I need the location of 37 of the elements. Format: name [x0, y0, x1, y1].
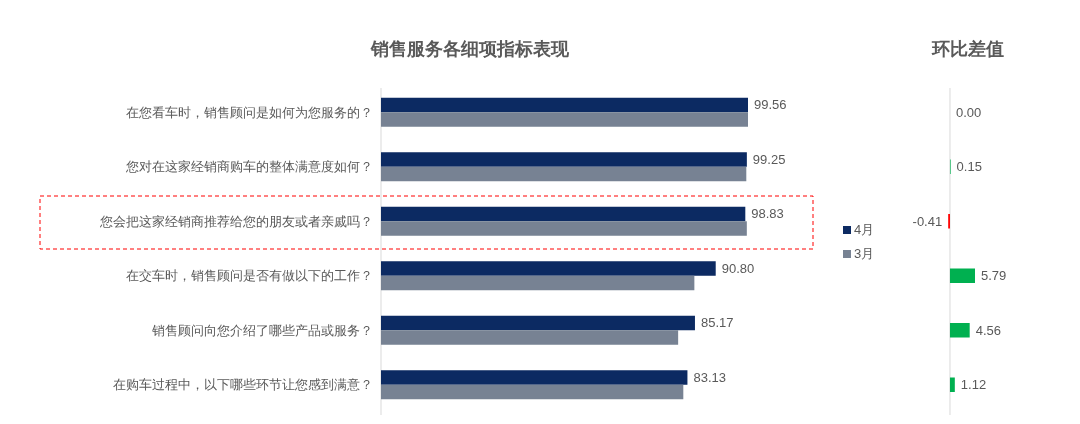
- data-label: 85.17: [700, 315, 734, 331]
- chart-title: 环比差值: [931, 39, 1004, 59]
- data-label: 99.25: [752, 151, 786, 167]
- bar: [381, 112, 748, 127]
- bar: [381, 152, 747, 167]
- legend-label: 4月: [854, 222, 875, 238]
- data-label: 4.56: [975, 322, 1001, 338]
- legend-label: 3月: [854, 246, 875, 262]
- chart-title: 销售服务各细项指标表现: [370, 39, 570, 59]
- bar: [381, 221, 747, 236]
- bar: [381, 97, 748, 113]
- y-tick-label: 在您看车时，销售顾问是如何为您服务的？: [126, 104, 373, 120]
- bar: [949, 377, 955, 392]
- data-label: 5.79: [981, 268, 1007, 284]
- y-tick-label: 在购车过程中，以下哪些环节让您感到满意？: [113, 377, 373, 393]
- data-label: 1.12: [960, 377, 987, 393]
- bar: [381, 384, 684, 400]
- bar: [381, 261, 716, 276]
- data-label: 98.83: [751, 206, 784, 222]
- bar: [381, 330, 679, 345]
- data-label: 99.56: [754, 97, 787, 113]
- y-tick-label: 在交车时，销售顾问是否有做以下的工作？: [126, 268, 373, 284]
- bar: [381, 166, 747, 182]
- data-label: 83.13: [693, 369, 726, 385]
- y-tick-label: 销售顾问向您介绍了哪些产品或服务？: [151, 322, 373, 338]
- data-label: -0.41: [912, 213, 943, 229]
- bar: [381, 206, 746, 222]
- bar: [381, 370, 688, 385]
- bar: [949, 323, 970, 338]
- data-label: 0.15: [956, 159, 982, 175]
- bar: [381, 275, 695, 291]
- bar: [381, 315, 695, 331]
- bar: [949, 268, 975, 283]
- data-label: 90.80: [721, 260, 755, 276]
- y-tick-label: 您会把这家经销商推荐给您的朋友或者亲戚吗？: [99, 213, 373, 229]
- data-label: 0.00: [955, 104, 982, 120]
- y-tick-label: 您对在这家经销商购车的整体满意度如何？: [125, 159, 373, 175]
